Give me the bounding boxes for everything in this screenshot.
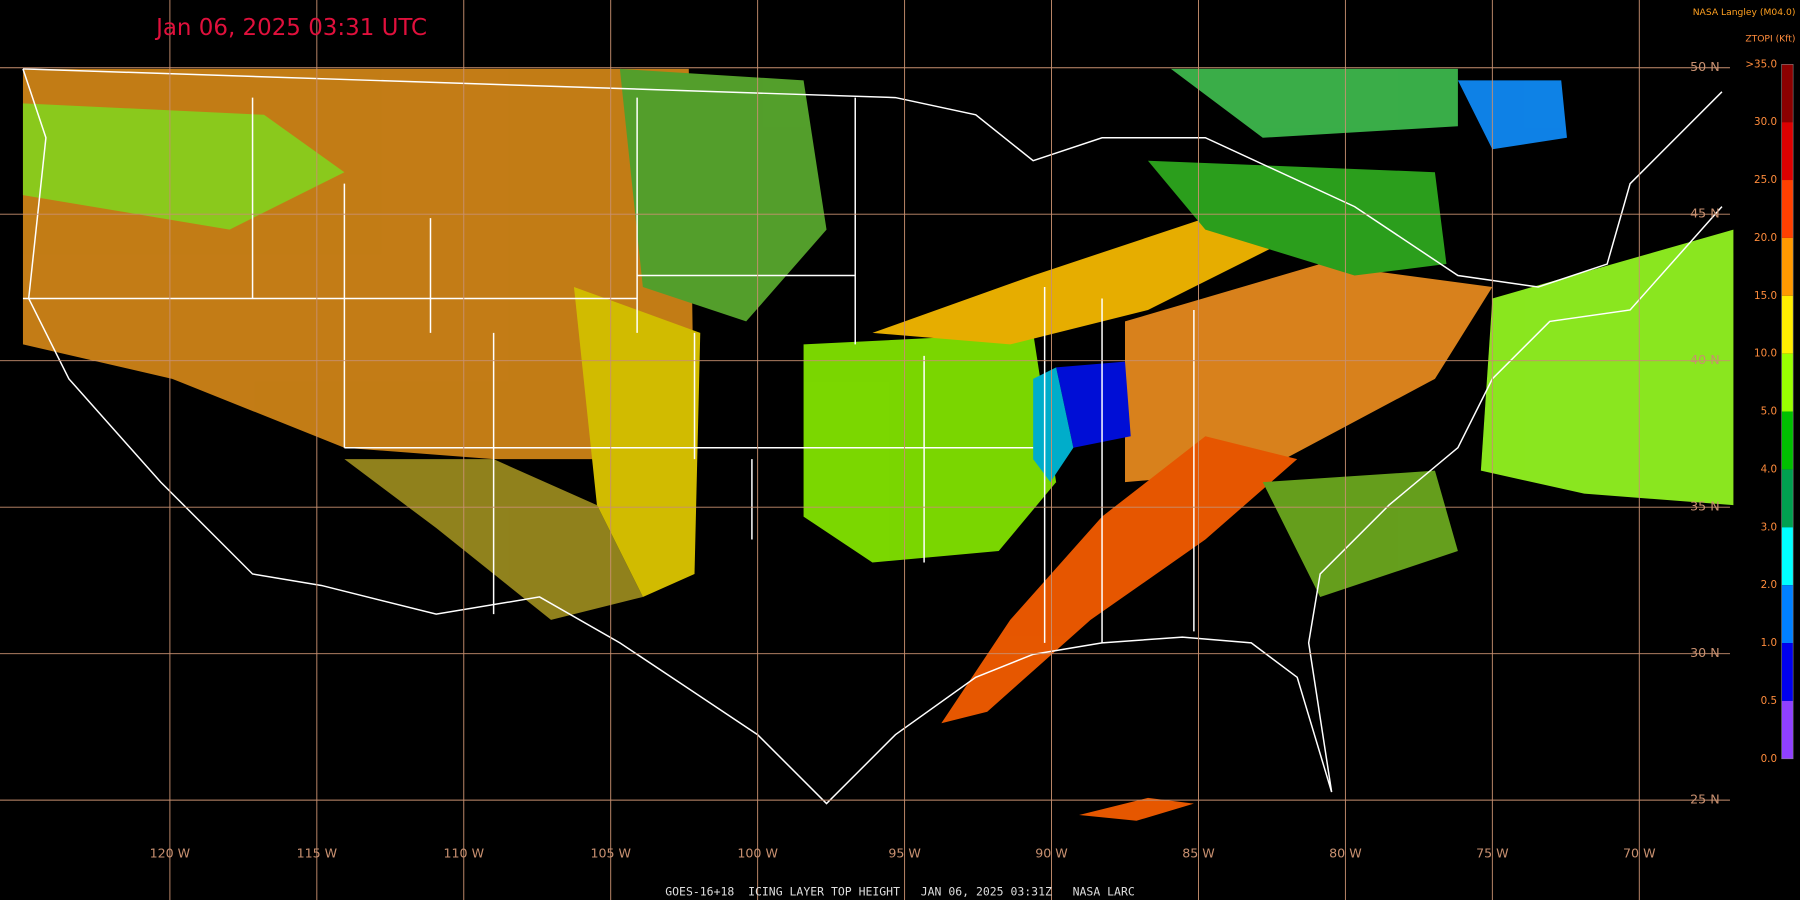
colorbar: >35.0 30.0 25.0 20.0 15.0 10.0 5.0 4.0 3.0 2.0 1.0… <box>1745 58 1794 765</box>
colorbar-label: >35.0 <box>1745 58 1777 70</box>
latitude-label: 50 N <box>1690 59 1719 74</box>
longitude-label: 120 W <box>150 846 191 861</box>
colorbar-frame <box>1781 63 1794 760</box>
colorbar-segment <box>1781 585 1794 644</box>
colorbar-label: 3.0 <box>1761 521 1777 533</box>
longitude-label: 80 W <box>1329 846 1362 861</box>
field-gulf <box>1079 797 1194 821</box>
colorbar-segment <box>1781 295 1794 354</box>
colorbar-label: 0.0 <box>1761 753 1777 765</box>
longitude-label: 115 W <box>297 846 338 861</box>
field-great-lakes <box>1147 160 1447 276</box>
colorbar-segment <box>1781 411 1794 470</box>
longitude-label: 85 W <box>1182 846 1215 861</box>
field-ontario <box>1170 68 1458 138</box>
footer: GOES-16+18 ICING LAYER TOP HEIGHT JAN 06… <box>665 884 1135 898</box>
field-illinois-blue <box>1056 361 1131 448</box>
colorbar-label: 10.0 <box>1754 348 1777 360</box>
timestamp: Jan 06, 2025 03:31 UTC <box>154 15 427 41</box>
colorbar-segment <box>1781 237 1794 296</box>
colorbar-label: 15.0 <box>1754 290 1777 302</box>
longitude-label: 95 W <box>888 846 921 861</box>
latitude-label: 30 N <box>1690 645 1719 660</box>
field-yellow-band <box>872 218 1286 345</box>
units-label: ZTOPI (Kft) <box>1745 34 1795 45</box>
latitude-label: 45 N <box>1690 206 1719 221</box>
colorbar-segment <box>1781 180 1794 238</box>
colorbar-segment <box>1781 122 1794 181</box>
colorbar-segment <box>1781 353 1794 412</box>
field-cyan <box>1033 367 1074 483</box>
field-atlantic <box>1480 229 1734 506</box>
colorbar-label: 2.0 <box>1761 579 1777 591</box>
border <box>22 68 1723 288</box>
field-rockies-yellow <box>573 286 701 597</box>
colorbar-label: 4.0 <box>1761 463 1777 475</box>
colorbar-segment <box>1781 469 1794 528</box>
colorbar-label: 25.0 <box>1754 174 1777 186</box>
field-ohio-valley <box>1125 264 1493 483</box>
colorbar-label: 5.0 <box>1761 406 1777 418</box>
colorbar-label: 0.5 <box>1761 695 1777 707</box>
colorbar-label: 20.0 <box>1754 232 1777 244</box>
latitude-label: 25 N <box>1690 792 1719 807</box>
field-quebec <box>1457 80 1567 150</box>
colorbar-label: 30.0 <box>1754 116 1777 128</box>
field-pacific-nw <box>22 103 345 230</box>
latitude-label: 35 N <box>1690 499 1719 514</box>
colorbar-segment <box>1781 527 1794 586</box>
colorbar-segment <box>1781 700 1794 759</box>
longitude-label: 110 W <box>444 846 485 861</box>
colorbar-segment <box>1781 643 1794 701</box>
outlines <box>22 68 1723 805</box>
colorbar-label: 1.0 <box>1761 637 1777 649</box>
colorbar-segment <box>1781 64 1794 123</box>
state-lines <box>22 97 1195 643</box>
longitude-label: 90 W <box>1035 846 1068 861</box>
longitude-label: 75 W <box>1476 846 1509 861</box>
longitude-label: 100 W <box>737 846 778 861</box>
longitude-label: 70 W <box>1623 846 1656 861</box>
graticule: 50 N 45 N 40 N 35 N 30 N 25 N 120 W 115 W 110 W 1… <box>0 0 1730 900</box>
longitude-label: 105 W <box>590 846 631 861</box>
latitude-label: 40 N <box>1690 352 1719 367</box>
field-southeast-band <box>941 436 1298 724</box>
source-label: NASA Langley (M04.0) <box>1693 7 1796 18</box>
coastline <box>22 68 1723 805</box>
field-plains-green <box>619 68 827 322</box>
